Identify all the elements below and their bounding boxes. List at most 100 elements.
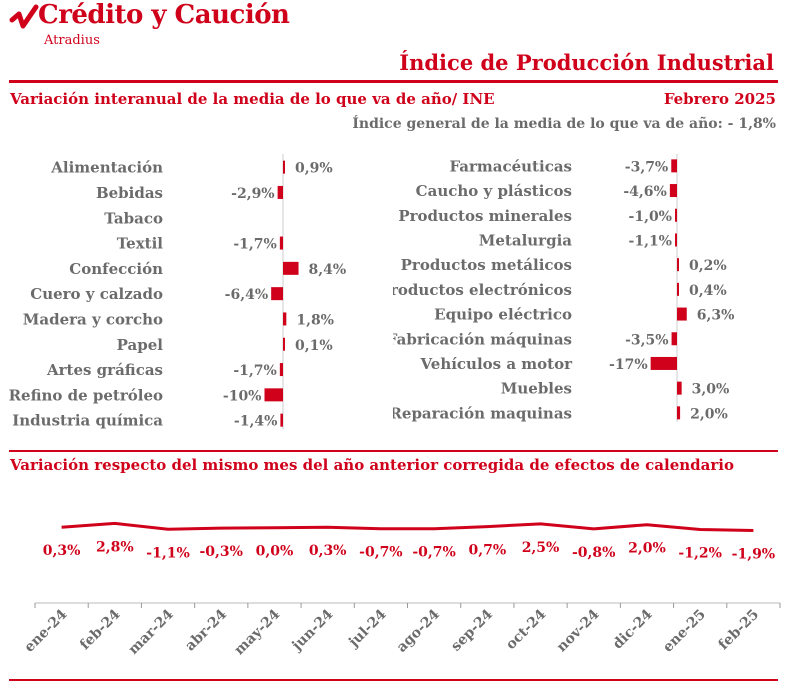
left-bar (280, 413, 283, 427)
line-value-label: -0,7% (412, 545, 455, 561)
right-bar (677, 381, 682, 395)
right-category-label: Productos electrónicos (393, 281, 572, 299)
left-value-label: -1,4% (234, 414, 277, 430)
right-category-label: Caucho y plásticos (416, 182, 572, 200)
bar-chart-left: Alimentación 0,9% Bebidas -2,9% Tabaco Textil… (9, 154, 347, 430)
left-value-label: -1,7% (233, 237, 276, 253)
left-value-label: -10% (223, 388, 262, 404)
line-x-tick-label: dic-24 (610, 606, 656, 652)
header-divider (9, 80, 778, 83)
line-value-label: -1,9% (732, 547, 775, 563)
line-value-label: -0,8% (572, 545, 615, 561)
line-value-label: 0,3% (43, 543, 81, 559)
left-value-label: 0,1% (295, 338, 333, 354)
left-category-label: Artes gráficas (46, 361, 163, 379)
left-bar (283, 261, 299, 275)
right-category-label: Muebles (501, 380, 572, 398)
right-bar (669, 184, 677, 198)
line-value-label: -1,2% (678, 545, 721, 561)
left-category-label: Textil (117, 235, 164, 253)
section2-title: Variación respecto del mismo mes del año… (10, 456, 734, 474)
left-bar (279, 363, 283, 377)
left-value-label: -2,9% (231, 186, 274, 202)
right-value-label: -3,7% (625, 159, 668, 175)
line-value-label: 0,3% (309, 543, 347, 559)
right-value-label: -4,6% (623, 184, 666, 200)
line-value-label: 2,0% (628, 541, 666, 557)
left-category-label: Papel (117, 336, 164, 354)
right-value-label: 6,3% (697, 308, 735, 324)
footer-divider (9, 679, 778, 681)
right-category-label: Productos metálicos (401, 256, 572, 274)
left-bar (271, 287, 283, 301)
right-value-label: 3,0% (692, 382, 730, 398)
line-x-tick-label: ene-25 (660, 607, 709, 656)
page-title: Índice de Producción Industrial (399, 50, 774, 75)
left-category-label: Industria química (12, 412, 163, 430)
line-value-label: 2,8% (96, 539, 134, 555)
left-category-label: Confección (69, 260, 163, 278)
right-value-label: -17% (609, 357, 648, 373)
right-category-label: Metalurgia (479, 231, 572, 249)
right-value-label: 2,0% (690, 406, 728, 422)
left-category-label: Refino de petróleo (9, 386, 163, 404)
left-value-label: 0,9% (295, 161, 333, 177)
right-value-label: 0,2% (689, 258, 727, 274)
line-value-label: 0,0% (256, 544, 294, 560)
line-x-tick-label: feb-25 (716, 607, 763, 654)
left-bar (279, 236, 283, 250)
left-value-label: -1,7% (233, 363, 276, 379)
line-chart: ene-24 0,3% feb-24 2,8% mar-24 -1,1% abr-24 -0,… (21, 521, 781, 658)
right-bar (675, 233, 677, 247)
line-value-label: 2,5% (522, 540, 560, 556)
right-bar (671, 159, 677, 173)
left-value-label: 8,4% (309, 262, 347, 278)
right-value-label: 0,4% (689, 283, 727, 299)
right-bar (677, 258, 679, 272)
line-series (61, 521, 754, 532)
line-x-tick-label: nov-24 (554, 606, 603, 655)
section1-date: Febrero 2025 (663, 90, 776, 108)
line-value-label: -0,7% (359, 545, 402, 561)
line-x-tick-label: oct-24 (503, 606, 550, 653)
line-x-tick-label: ago-24 (394, 606, 443, 655)
brand-subtitle: Atradius (44, 33, 100, 48)
left-category-label: Alimentación (50, 159, 163, 177)
left-bar (277, 185, 283, 199)
right-value-label: -1,0% (629, 209, 672, 225)
line-value-label: -0,3% (200, 544, 243, 560)
left-bar (283, 312, 287, 326)
left-value-label: -6,4% (225, 287, 268, 303)
logo-mark-icon (9, 4, 39, 29)
left-bar (264, 388, 283, 402)
left-category-label: Bebidas (96, 184, 163, 202)
left-value-label: 1,8% (296, 312, 334, 328)
line-value-label: 0,7% (468, 543, 506, 559)
right-value-label: -3,5% (625, 332, 668, 348)
right-category-label: Productos minerales (398, 207, 572, 225)
line-x-tick-label: jul-24 (345, 606, 390, 651)
right-category-label: Reparación maquinas (393, 404, 572, 422)
right-category-label: Farmacéuticas (449, 157, 572, 175)
section1-title: Variación interanual de la media de lo q… (10, 90, 495, 108)
right-category-label: Fabricación máquinas (393, 330, 572, 348)
line-x-tick-label: abr-24 (182, 606, 230, 654)
line-x-tick-label: jun-24 (288, 606, 337, 655)
right-category-label: Vehículos a motor (420, 355, 574, 373)
left-category-label: Tabaco (104, 209, 163, 227)
line-x-tick-label: feb-24 (77, 606, 124, 653)
right-bar (677, 307, 687, 321)
line-x-tick-label: sep-24 (448, 606, 496, 654)
right-value-label: -1,1% (629, 233, 672, 249)
left-category-label: Cuero y calzado (30, 285, 163, 303)
right-bar (675, 208, 677, 222)
right-bar (650, 356, 677, 370)
bar-chart-right: Farmacéuticas -3,7% Caucho y plásticos -4,6… (393, 154, 735, 422)
line-x-tick-label: may-24 (231, 606, 283, 658)
brand-logo: Crédito y Caución (38, 0, 290, 30)
right-bar (677, 406, 681, 420)
section-divider (9, 450, 778, 452)
right-category-label: Equipo eléctrico (434, 306, 572, 324)
left-bar (283, 160, 285, 174)
line-x-tick-label: ene-24 (21, 606, 70, 655)
